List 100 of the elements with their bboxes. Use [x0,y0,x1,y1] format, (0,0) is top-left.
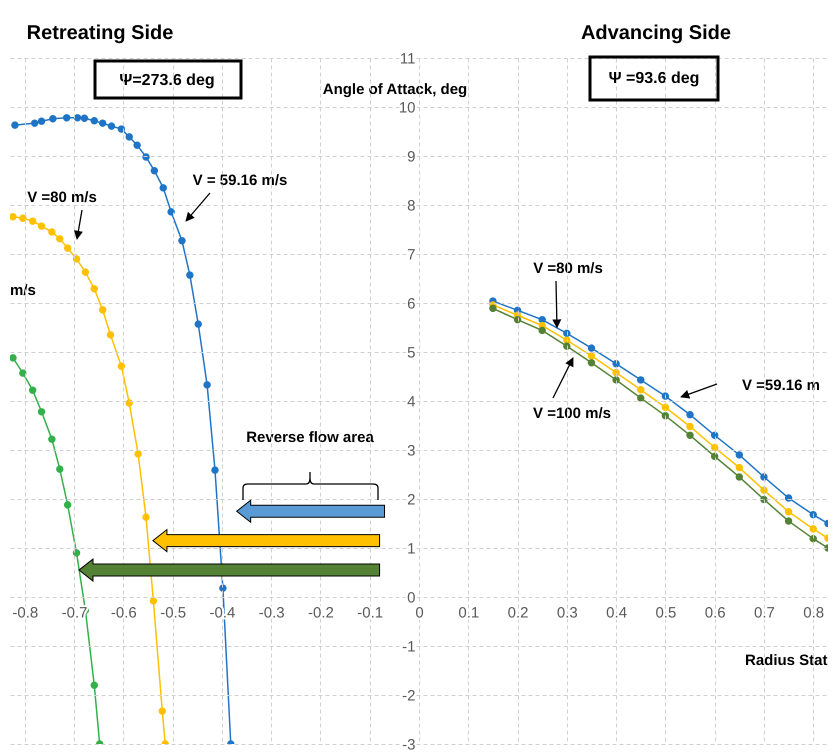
y-tick-label: -2 [402,688,416,704]
x-tick-label: -0.3 [258,604,285,622]
point [710,452,718,460]
y-tick-label: 11 [400,50,416,68]
point [28,217,36,225]
x-tick-label: 0.5 [655,604,676,622]
point [90,285,98,292]
point [142,513,150,521]
point [150,597,158,605]
point [158,707,166,715]
x-tick-label: 0.1 [458,604,480,622]
point [90,117,98,124]
x-tick-label: -0.6 [110,604,137,622]
point [62,114,70,122]
point [74,114,82,122]
point [178,237,186,244]
point [211,466,219,474]
point [48,228,56,236]
x-tick-label: 0.4 [606,604,628,622]
x-tick-label: 0.6 [704,604,726,622]
annotation: Reverse flow area [246,429,374,446]
x-axis-title: Radius Stat [745,652,828,669]
point [134,450,142,458]
point [736,464,744,472]
point [64,244,72,252]
point [133,142,141,149]
point [10,213,17,220]
point [126,133,133,141]
annotation: m/s [10,282,36,299]
point [194,320,202,328]
point [784,508,792,516]
point [686,432,694,439]
point [49,115,57,122]
point [186,271,194,279]
point [10,354,17,362]
point [72,549,80,557]
point [637,376,644,384]
point [72,255,80,263]
point [108,122,116,130]
y-tick-label: -1 [402,638,416,656]
point [160,184,167,192]
point [82,268,90,276]
point [56,235,64,243]
point [19,214,27,222]
point [80,114,88,122]
point [48,436,56,443]
point [106,331,114,339]
y-tick-label: 6 [407,296,416,312]
point [56,465,64,473]
point [563,342,571,350]
point [118,362,126,370]
x-tick-label: 0.8 [803,604,824,622]
y-tick-label: 5 [407,344,416,362]
point [588,352,596,360]
text: Retreating Side [26,22,174,44]
point [167,208,175,216]
point [90,682,98,689]
y-tick-label: 8 [407,198,416,214]
point [637,386,644,394]
x-tick-label: 0.3 [556,604,578,622]
point [11,121,19,129]
y-tick-label: 0 [407,590,416,606]
point [637,394,644,402]
y-tick-label: 1 [407,540,416,558]
annotation: V =80 m/s [533,260,603,277]
point [588,344,596,352]
point [98,306,106,314]
point [64,501,72,509]
y-tick-label: 4 [407,394,416,410]
point [118,125,126,133]
annotation: V =80 m/s [27,189,97,206]
annotation: Ψ=273.6 deg [119,72,215,89]
text: Advancing Side [580,22,732,44]
annotation: Ψ =93.6 deg [608,70,700,87]
y-tick-label: 7 [407,246,416,264]
point [686,411,694,418]
point [686,422,694,430]
y-tick-label: 9 [407,148,416,166]
point [489,304,497,312]
point [19,369,27,377]
point [38,408,46,416]
point [710,432,718,439]
point [736,473,744,481]
x-tick-label: -0.8 [12,604,38,622]
x-tick-label: -0.2 [308,604,334,622]
x-tick-label: -0.1 [357,604,384,622]
x-tick-label: -0.5 [160,604,186,622]
point [28,386,36,394]
annotation: V = 59.16 m/s [192,172,288,189]
x-tick-label: 0.2 [508,604,528,622]
x-tick-label: 0.7 [754,604,775,622]
point [784,517,792,525]
y-tick-label: 2 [407,492,416,508]
point [810,510,817,518]
y-tick-label: -3 [402,736,416,754]
point [588,359,596,366]
y-tick-label: 10 [398,100,416,116]
point [150,167,158,174]
annotation: V =100 m/s [533,405,611,422]
point [38,118,46,125]
